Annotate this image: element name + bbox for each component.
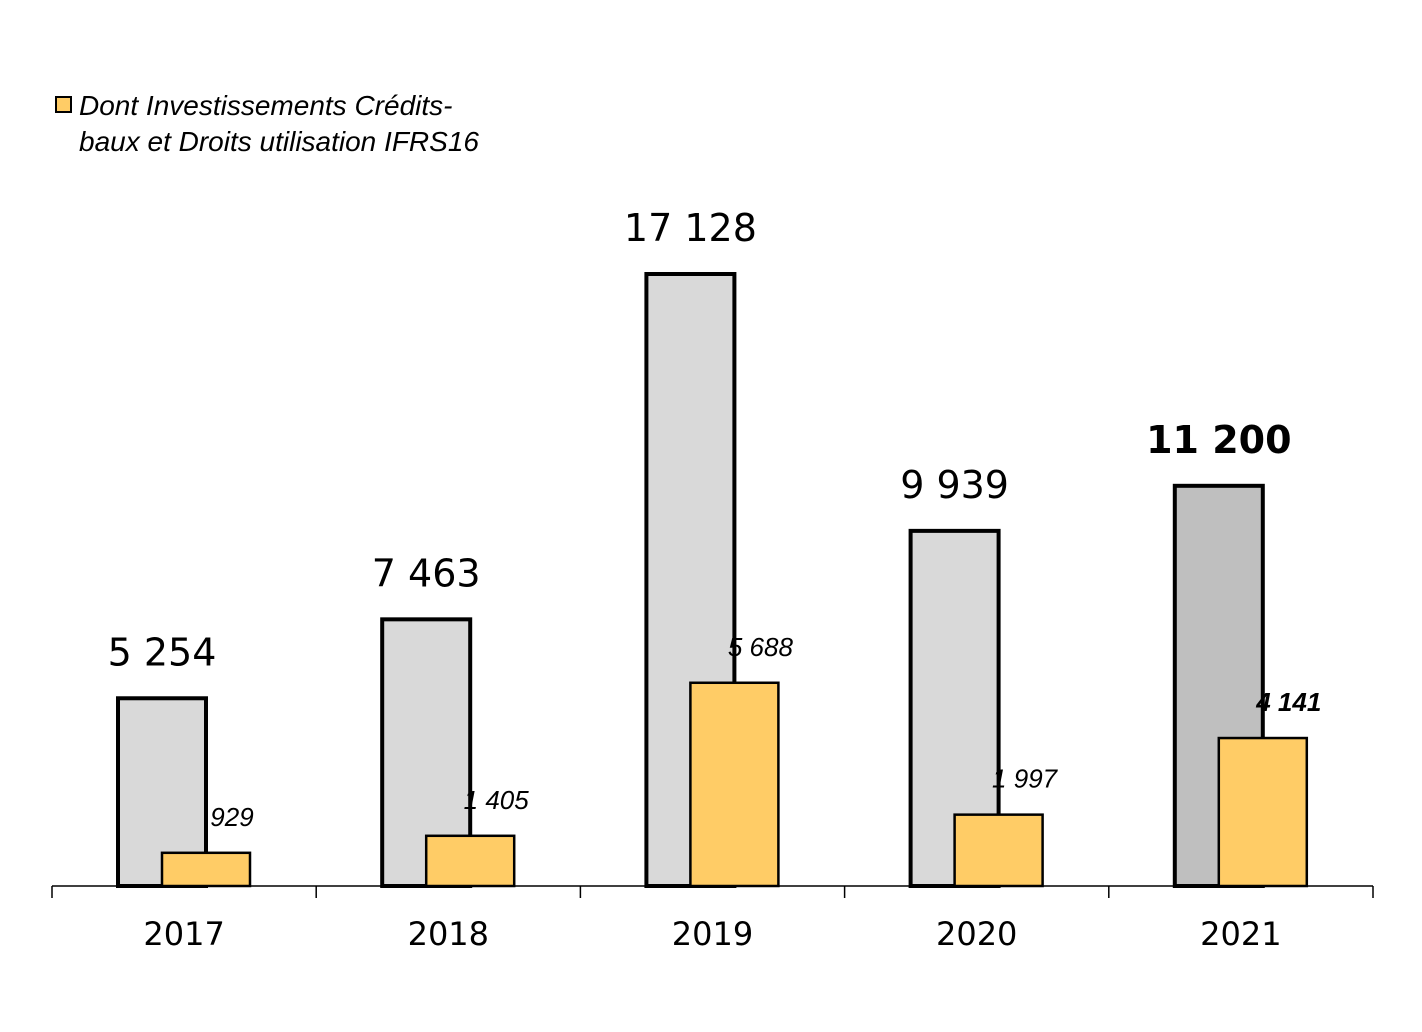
- data-label-total-2020: 9 939: [900, 463, 1009, 507]
- bar-sub-2017: [160, 851, 252, 888]
- data-label-sub-2020: 1 997: [992, 764, 1059, 794]
- bar-sub-2018: [424, 834, 516, 888]
- legend-swatch: [55, 96, 72, 113]
- bar-sub-2021: [1217, 736, 1309, 888]
- data-label-sub-2017: 929: [210, 802, 253, 832]
- x-tick-label-2020: 2020: [936, 915, 1017, 953]
- data-label-sub-2018: 1 405: [464, 785, 530, 815]
- data-label-total-2019: 17 128: [624, 206, 757, 250]
- bar-sub-2020: [953, 813, 1044, 888]
- legend-label-line-1: Dont Investissements Crédits-: [79, 90, 453, 121]
- x-tick-label-2017: 2017: [143, 915, 224, 953]
- legend-label-line-2: baux et Droits utilisation IFRS16: [79, 126, 479, 157]
- data-label-total-2018: 7 463: [372, 551, 481, 595]
- data-label-sub-2021: 4 141: [1255, 687, 1321, 717]
- bar-sub-2019: [689, 681, 780, 888]
- data-label-sub-2019: 5 688: [728, 632, 794, 662]
- x-tick-label-2018: 2018: [408, 915, 489, 953]
- legend-label: Dont Investissements Crédits- baux et Dr…: [79, 88, 579, 160]
- data-label-total-2021: 11 200: [1146, 418, 1291, 462]
- x-tick-label-2019: 2019: [672, 915, 753, 953]
- data-label-total-2017: 5 254: [108, 630, 217, 674]
- x-tick-label-2021: 2021: [1200, 915, 1281, 953]
